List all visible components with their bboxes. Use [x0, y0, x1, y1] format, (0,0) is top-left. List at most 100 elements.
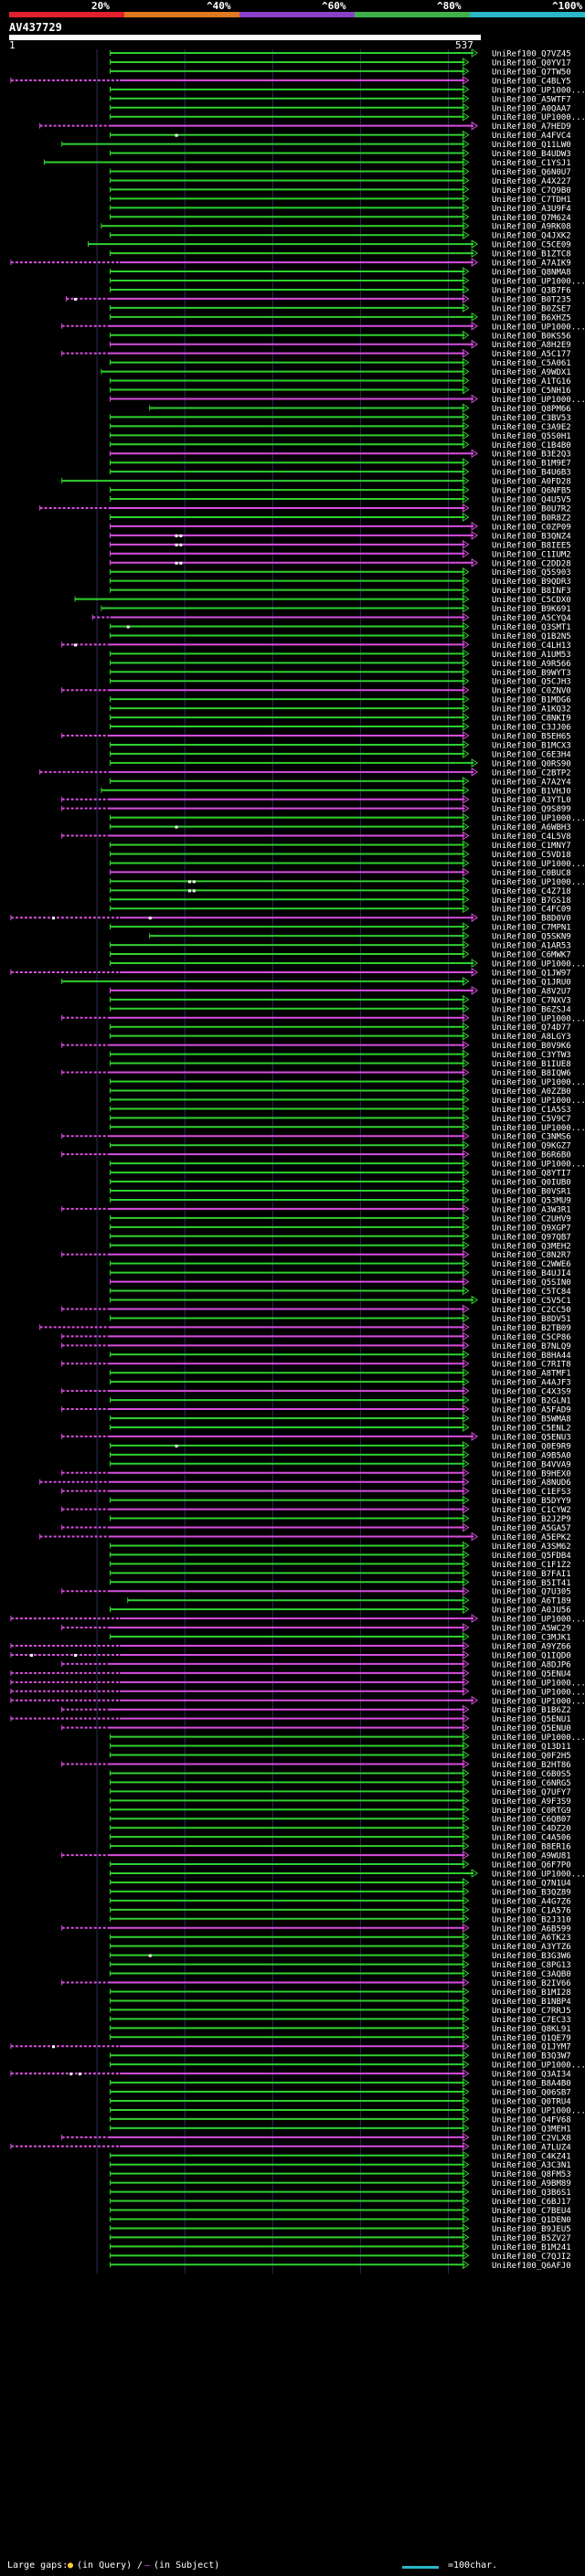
alignment-row[interactable]: UniRef100_Q97QB7: [110, 1231, 571, 1243]
hit-label[interactable]: UniRef100_B8IEE5: [492, 541, 571, 550]
alignment-row[interactable]: UniRef100_C5NH16: [110, 385, 571, 397]
alignment-row[interactable]: UniRef100_C2BTP2: [39, 767, 571, 779]
alignment-row[interactable]: UniRef100_UP1000...: [110, 2060, 585, 2071]
hit-label[interactable]: UniRef100_UP1000...: [492, 1014, 585, 1023]
hit-label[interactable]: UniRef100_A0ZZB0: [492, 1087, 571, 1097]
hit-label[interactable]: UniRef100_A8DJP6: [492, 1660, 571, 1670]
alignment-row[interactable]: UniRef100_B4UJI4: [110, 1267, 571, 1279]
hit-label[interactable]: UniRef100_Q5SKN9: [492, 933, 571, 942]
hit-label[interactable]: UniRef100_Q1DEN0: [492, 2216, 571, 2225]
alignment-row[interactable]: UniRef100_C1MNY7: [110, 840, 571, 852]
alignment-row[interactable]: UniRef100_A9F3S9: [110, 1796, 571, 1807]
hit-label[interactable]: UniRef100_B5DYY9: [492, 1497, 571, 1506]
hit-label[interactable]: UniRef100_C1YSJ1: [492, 159, 571, 168]
alignment-row[interactable]: UniRef100_B8HA44: [110, 1350, 571, 1361]
alignment-row[interactable]: UniRef100_B2J2P9: [110, 1513, 571, 1525]
alignment-row[interactable]: UniRef100_B6ZSJ4: [110, 1003, 571, 1015]
alignment-row[interactable]: UniRef100_Q5ENU1: [10, 1713, 571, 1725]
alignment-row[interactable]: UniRef100_C3MJK1: [110, 1632, 571, 1643]
hit-label[interactable]: UniRef100_C5NH16: [492, 387, 571, 396]
hit-label[interactable]: UniRef100_C8PG13: [492, 1961, 571, 1970]
alignment-row[interactable]: UniRef100_Q5SIN0: [110, 1277, 571, 1288]
hit-label[interactable]: UniRef100_C1MNY7: [492, 842, 571, 851]
hit-label[interactable]: UniRef100_C2VLX8: [492, 2134, 571, 2143]
alignment-row[interactable]: UniRef100_Q3MEH1: [110, 2123, 571, 2135]
hit-label[interactable]: UniRef100_Q0RS90: [492, 759, 571, 769]
alignment-row[interactable]: UniRef100_C3A9E2: [110, 421, 571, 432]
hit-label[interactable]: UniRef100_A6TK23: [492, 1934, 571, 1943]
hit-label[interactable]: UniRef100_Q1QE79: [492, 2034, 571, 2043]
alignment-row[interactable]: UniRef100_A1KQ32: [110, 704, 571, 715]
hit-label[interactable]: UniRef100_C1A5S3: [492, 1106, 571, 1115]
alignment-row[interactable]: UniRef100_C7QJI2: [110, 2251, 571, 2262]
hit-label[interactable]: UniRef100_A3W3R1: [492, 1205, 571, 1214]
alignment-row[interactable]: UniRef100_C1CYW2: [61, 1504, 571, 1516]
alignment-row[interactable]: UniRef100_Q5CJH3: [110, 676, 571, 687]
hit-label[interactable]: UniRef100_B4UJI4: [492, 1269, 571, 1278]
hit-label[interactable]: UniRef100_UP1000...: [492, 2062, 585, 2071]
alignment-row[interactable]: UniRef100_Q0E9R9: [110, 1440, 571, 1452]
hit-label[interactable]: UniRef100_C6MWK7: [492, 951, 571, 960]
hit-label[interactable]: UniRef100_A5WTF7: [492, 95, 571, 104]
alignment-row[interactable]: UniRef100_C5CP86: [61, 1331, 571, 1342]
alignment-row[interactable]: UniRef100_B4UDW3: [110, 148, 571, 160]
hit-label[interactable]: UniRef100_Q5ENU1: [492, 1715, 571, 1724]
hit-label[interactable]: UniRef100_C2BTP2: [492, 769, 571, 778]
hit-label[interactable]: UniRef100_A1UM53: [492, 651, 571, 660]
alignment-row[interactable]: UniRef100_UP1000...: [110, 876, 585, 887]
hit-label[interactable]: UniRef100_B9QDR3: [492, 578, 571, 587]
alignment-row[interactable]: UniRef100_A0QAA7: [110, 102, 571, 114]
hit-label[interactable]: UniRef100_B0VSR1: [492, 1188, 571, 1197]
hit-label[interactable]: UniRef100_C3YTW3: [492, 1051, 571, 1060]
alignment-row[interactable]: UniRef100_A7LUZ4: [10, 2141, 571, 2153]
hit-label[interactable]: UniRef100_UP1000...: [492, 113, 585, 122]
hit-label[interactable]: UniRef100_C2CC50: [492, 1306, 571, 1315]
alignment-row[interactable]: UniRef100_Q4U5V5: [110, 494, 571, 505]
alignment-row[interactable]: UniRef100_C7RRJ5: [110, 2005, 571, 2016]
alignment-row[interactable]: UniRef100_Q11LW0: [61, 139, 571, 151]
hit-label[interactable]: UniRef100_UP1000...: [492, 1688, 585, 1697]
alignment-row[interactable]: UniRef100_B8ER16: [110, 1841, 571, 1852]
alignment-row[interactable]: UniRef100_A6T189: [127, 1595, 571, 1606]
alignment-row[interactable]: UniRef100_A4FVC4: [110, 130, 571, 142]
hit-label[interactable]: UniRef100_Q4U5V5: [492, 496, 571, 505]
alignment-row[interactable]: UniRef100_UP1000...: [110, 812, 585, 824]
hit-label[interactable]: UniRef100_UP1000...: [492, 323, 585, 332]
hit-label[interactable]: UniRef100_Q97QB7: [492, 1233, 571, 1242]
alignment-row[interactable]: UniRef100_Q1QE79: [110, 2032, 571, 2043]
alignment-row[interactable]: UniRef100_Q8FM53: [110, 2168, 571, 2180]
alignment-row[interactable]: UniRef100_Q3B7F6: [110, 285, 571, 296]
hit-label[interactable]: UniRef100_Q6N0U7: [492, 168, 571, 177]
hit-label[interactable]: UniRef100_Q3AI34: [492, 2071, 571, 2080]
hit-label[interactable]: UniRef100_B8ER16: [492, 1843, 571, 1852]
hit-label[interactable]: UniRef100_C5ENL2: [492, 1424, 571, 1433]
alignment-row[interactable]: UniRef100_B1ZTC8: [110, 249, 571, 260]
alignment-row[interactable]: UniRef100_C5A061: [110, 357, 571, 369]
hit-label[interactable]: UniRef100_A5GA57: [492, 1524, 571, 1533]
hit-label[interactable]: UniRef100_Q7TW50: [492, 68, 571, 77]
hit-label[interactable]: UniRef100_C6QB07: [492, 1816, 571, 1825]
alignment-row[interactable]: UniRef100_Q3AI34: [10, 2069, 571, 2080]
hit-label[interactable]: UniRef100_C4X3S9: [492, 1388, 571, 1397]
alignment-row[interactable]: UniRef100_C3BV53: [110, 412, 571, 423]
alignment-row[interactable]: UniRef100_B7GS18: [110, 895, 571, 906]
hit-label[interactable]: UniRef100_C3MJK1: [492, 1634, 571, 1643]
hit-label[interactable]: UniRef100_Q3MEH2: [492, 1242, 571, 1251]
hit-label[interactable]: UniRef100_C7BEU4: [492, 2207, 571, 2216]
hit-label[interactable]: UniRef100_C6B0S5: [492, 1770, 571, 1779]
alignment-row[interactable]: UniRef100_A0JU56: [110, 1605, 571, 1616]
alignment-row[interactable]: UniRef100_C7RIT8: [61, 1359, 571, 1370]
hit-label[interactable]: UniRef100_A9R566: [492, 660, 571, 669]
alignment-row[interactable]: UniRef100_Q1JRU0: [61, 976, 571, 988]
alignment-row[interactable]: UniRef100_C8N2R7: [61, 1249, 571, 1261]
hit-label[interactable]: UniRef100_C5V9C7: [492, 1115, 571, 1124]
hit-label[interactable]: UniRef100_C1CYW2: [492, 1506, 571, 1515]
alignment-row[interactable]: UniRef100_C5V9C7: [110, 1113, 571, 1124]
alignment-row[interactable]: UniRef100_A7HED9: [39, 121, 571, 133]
hit-label[interactable]: UniRef100_A9B5A0: [492, 1451, 571, 1460]
hit-label[interactable]: UniRef100_C2DD28: [492, 559, 571, 568]
alignment-row[interactable]: UniRef100_B1M9E7: [110, 458, 571, 469]
alignment-row[interactable]: UniRef100_C6QB07: [110, 1814, 571, 1825]
alignment-row[interactable]: UniRef100_Q3B6S1: [110, 2187, 571, 2199]
hit-label[interactable]: UniRef100_B3G3W6: [492, 1952, 571, 1961]
